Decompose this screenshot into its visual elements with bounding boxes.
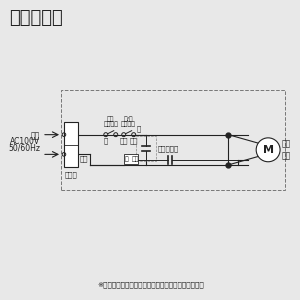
Bar xyxy=(64,122,78,167)
Text: アカ: アカ xyxy=(80,155,88,162)
Text: 《結線図》: 《結線図》 xyxy=(9,9,63,27)
Bar xyxy=(61,90,285,190)
Text: アオ: アオ xyxy=(132,156,139,162)
Text: キ: キ xyxy=(104,138,108,144)
Text: 端子台: 端子台 xyxy=(64,171,77,178)
Bar xyxy=(136,136,156,161)
Text: ※太線部分の結線は、お客様にて施工してください。: ※太線部分の結線は、お客様にて施工してください。 xyxy=(97,281,204,288)
Text: モモ: モモ xyxy=(119,138,128,144)
Text: 強/弱: 強/弱 xyxy=(124,117,134,122)
Bar xyxy=(124,154,138,164)
Text: 50/60Hz: 50/60Hz xyxy=(8,144,40,153)
Text: M: M xyxy=(262,145,274,155)
Text: アカ: アカ xyxy=(282,151,291,160)
Text: スイッチ: スイッチ xyxy=(121,122,136,127)
Text: コンデンサ: コンデンサ xyxy=(158,145,179,152)
Text: 強: 強 xyxy=(137,125,141,132)
Text: 電源: 電源 xyxy=(31,132,40,141)
Text: AC100V: AC100V xyxy=(10,137,40,146)
Text: モモ: モモ xyxy=(129,138,138,144)
Text: 弱: 弱 xyxy=(125,156,129,162)
Text: シロ: シロ xyxy=(282,139,291,148)
Text: スイッチ: スイッチ xyxy=(103,122,118,127)
Text: 電源: 電源 xyxy=(107,117,115,122)
Circle shape xyxy=(256,138,280,162)
